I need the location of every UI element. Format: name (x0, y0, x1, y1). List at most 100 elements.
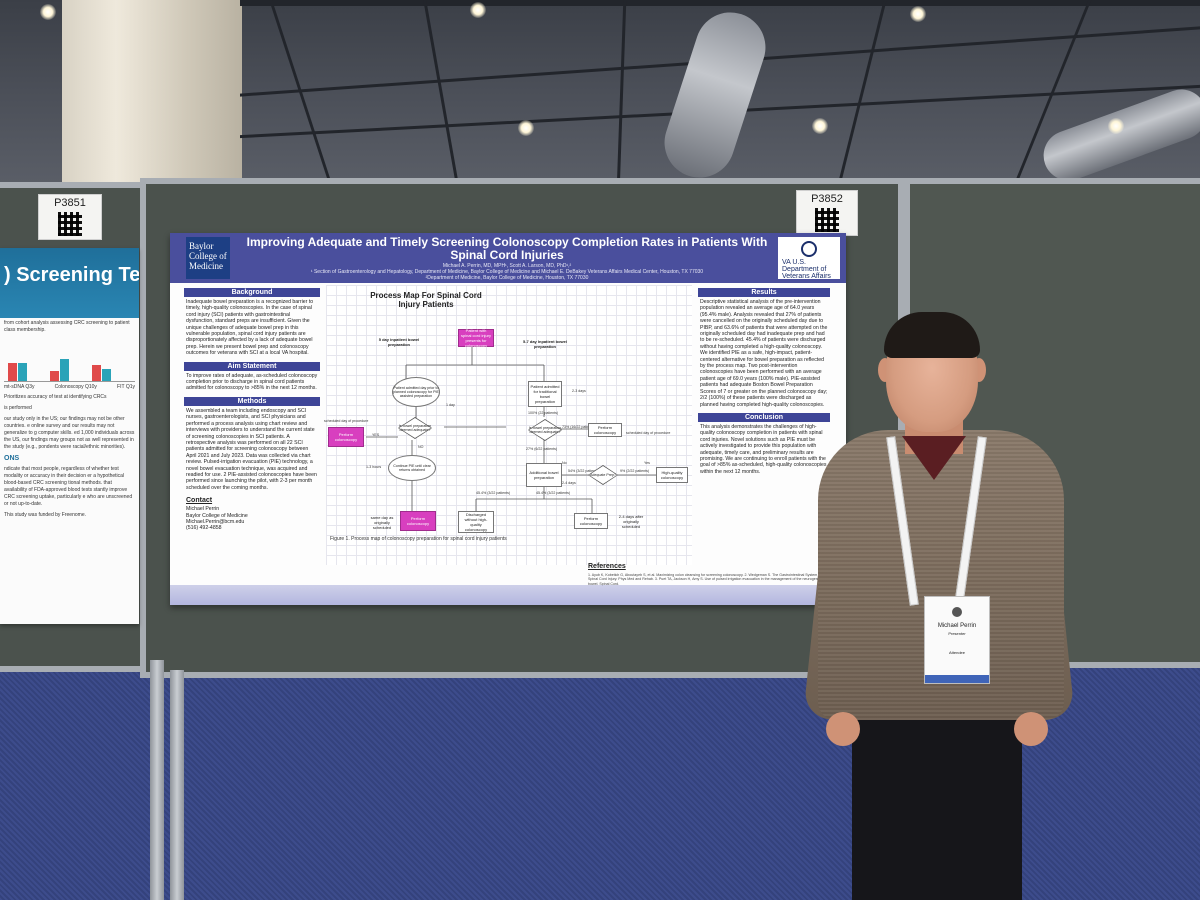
poster-right-column: Results Descriptive statistical analysis… (698, 285, 830, 477)
chart-bar (18, 363, 27, 381)
references-heading: References (588, 563, 626, 570)
board-leg (170, 670, 184, 900)
process-map-title: Process Map For Spinal Cord Injury Patie… (370, 291, 482, 309)
aim-heading: Aim Statement (184, 361, 320, 371)
conclusion-text: This analysis demonstrates the challenge… (700, 423, 827, 475)
truss (269, 0, 334, 190)
board-number-tag: P3852 (796, 190, 858, 236)
chart-bar (8, 363, 17, 381)
flow-label: 54% (3/22 patients) (568, 469, 600, 473)
flow-label: NO (418, 445, 424, 449)
flow-label: 100% (22 patients) (528, 411, 559, 415)
poster-title: Improving Adequate and Timely Screening … (246, 235, 768, 262)
flow-label: 1-3 hours (366, 465, 382, 469)
board-number: P3851 (54, 197, 86, 209)
neighbor-poster: ) Screening Test from cohort analysis as… (0, 248, 139, 624)
chart-bar (50, 371, 59, 381)
figure-caption: Figure 1. Process map of colonoscopy pre… (330, 536, 507, 542)
flow-decision: Is bowel preparation deemed adequate? (398, 417, 432, 439)
flow-node: Perform colonoscopy (588, 423, 622, 437)
flow-label: YES (372, 433, 380, 437)
flow-label: 73% (16/22 patients) (562, 425, 596, 429)
ceiling-light (518, 120, 534, 136)
flow-label: scheduled day of procedure (324, 419, 369, 423)
truss (616, 0, 627, 190)
flow-node-perform: Perform colonoscopy (400, 511, 436, 531)
ceiling-light (910, 6, 926, 22)
flow-label: 2-3 days (572, 389, 586, 393)
chart-label: Colonoscopy Q10y (54, 384, 97, 390)
neighbor-poster-title: ) Screening Test (0, 248, 139, 318)
truss (423, 0, 460, 190)
neighbor-chart-legend: Prioritizes accuracy of test at identify… (4, 394, 107, 400)
contact-phone: (516) 492-4858 (186, 525, 222, 532)
references-text: 1. Ayub K, Kobetich G, Aboutayeb S, et a… (588, 573, 825, 586)
flow-decision: Adequate Prep? (588, 465, 618, 485)
flow-label: 27% (6/22 patients) (526, 447, 558, 451)
flow-node: Discharged without high-quality colonosc… (458, 511, 494, 533)
chart-bar (102, 369, 111, 381)
process-map-connectors (366, 343, 656, 513)
flow-node: Continue PIE until clear returns obtaine… (388, 455, 436, 481)
neighbor-chart-labels: mt-sDNA Q3y Colonoscopy Q10y FIT Q1y (0, 382, 139, 392)
flow-node: Perform colonoscopy (574, 513, 608, 529)
chart-bar (92, 365, 101, 381)
neighbor-funding: This study was funded by Freenome. (4, 512, 86, 518)
chart-bar (60, 359, 69, 381)
flow-label: Yes (644, 461, 650, 465)
process-map: Process Map For Spinal Cord Injury Patie… (324, 285, 692, 565)
flow-label: 2-4 days (562, 481, 576, 485)
flow-label: 1 day (446, 403, 455, 407)
flow-node-perform: Perform colonoscopy (328, 427, 364, 447)
decision-text: Is bowel preparation deemed adequate? (528, 426, 562, 434)
poster-header: Baylor College of Medicine Improving Ade… (170, 233, 846, 283)
results-heading: Results (698, 288, 830, 297)
truss (836, 0, 887, 190)
results-text: Descriptive statistical analysis of the … (700, 299, 828, 408)
aim-text: To improve rates of adequate, as-schedul… (186, 372, 318, 392)
flow-node: same day as originally scheduled (370, 514, 394, 530)
flow-label: No (562, 461, 567, 465)
contact-name: Michael Perrin (186, 506, 220, 513)
air-duct (1036, 82, 1200, 188)
methods-heading: Methods (184, 396, 320, 406)
flow-node: Patient admitted day prior to planned co… (392, 377, 440, 407)
ceiling-light (1108, 118, 1124, 134)
poster-left-column: Background Inadequate bowel preparation … (184, 285, 320, 534)
qr-code-icon (58, 212, 82, 236)
va-logo-text: VA U.S. Department of Veterans Affairs (782, 259, 831, 280)
research-poster: Baylor College of Medicine Improving Ade… (170, 233, 846, 605)
board-leg (150, 660, 164, 900)
ceiling-light (812, 118, 828, 134)
flow-decision: Is bowel preparation deemed adequate? (528, 419, 562, 441)
ceiling-light (40, 4, 56, 20)
affiliation-line: ¹ Section of Gastroenterology and Hepato… (310, 269, 704, 275)
chart-label: mt-sDNA Q3y (4, 384, 35, 390)
ceiling (0, 0, 1200, 190)
contact-email: Michael.Perrin@bcm.edu (186, 518, 245, 525)
background-text: Inadequate bowel preparation is a recogn… (186, 299, 314, 357)
contact-heading: Contact (186, 497, 213, 505)
neighbor-conclusions-head: ONS (4, 455, 20, 462)
va-seal-icon (801, 241, 817, 257)
conclusion-heading: Conclusion (698, 412, 830, 422)
va-logo: VA U.S. Department of Veterans Affairs (778, 237, 840, 280)
air-duct (655, 3, 775, 187)
board-number: P3852 (811, 193, 843, 205)
neighbor-conclusions: ndicate that most people, regardless of … (4, 466, 133, 507)
flow-node: 5-7 day Inpatient bowel preparation (523, 339, 568, 349)
baylor-logo: Baylor College of Medicine (186, 237, 230, 279)
neighbor-poster-body: our study only in the US; our findings m… (4, 416, 135, 450)
truss (240, 0, 1200, 6)
background-heading: Background (184, 288, 320, 297)
flow-label: 45.4% (3/22 patients) (536, 491, 571, 495)
flow-label: 9% (2/22 patients) (620, 469, 650, 473)
poster-board-right (904, 178, 1200, 668)
poster-footer (170, 585, 846, 605)
affiliation-line: ²Department of Medicine, Baylor College … (425, 275, 589, 281)
pillar (62, 0, 242, 190)
flow-node: 2-4 days after originally scheduled (618, 513, 644, 529)
flow-node: 5 day inpatient bowel preparation (378, 337, 420, 347)
decision-text: Adequate Prep? (590, 473, 616, 477)
flow-node: High-quality colonoscopy (656, 467, 688, 483)
